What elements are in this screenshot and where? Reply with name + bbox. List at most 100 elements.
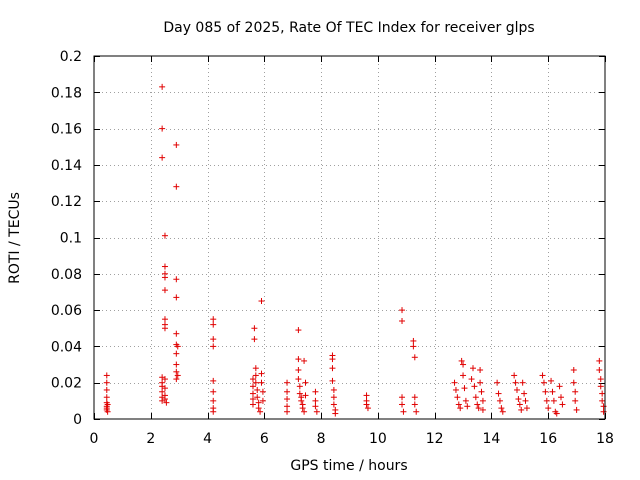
data-point (479, 397, 486, 404)
x-tick-label: 0 (90, 431, 99, 447)
x-tick-label: 18 (596, 431, 614, 447)
data-point (457, 405, 464, 412)
data-point (295, 376, 302, 383)
data-point (399, 394, 406, 401)
data-point (257, 408, 264, 415)
y-tick-label: 0.1 (60, 231, 82, 247)
data-point (252, 372, 259, 379)
data-point (399, 317, 406, 324)
data-point (411, 354, 418, 361)
data-point (475, 405, 482, 412)
data-point (159, 388, 166, 395)
data-point (161, 316, 168, 323)
data-point (313, 408, 320, 415)
data-point (548, 377, 555, 384)
data-point (255, 405, 262, 412)
data-point (161, 376, 168, 383)
y-tick-label: 0 (73, 412, 82, 428)
data-point (255, 399, 262, 406)
data-point (332, 410, 339, 417)
data-point (363, 401, 370, 408)
data-point (477, 366, 484, 373)
data-point (516, 401, 523, 408)
x-tick-label: 10 (369, 431, 387, 447)
data-point (596, 357, 603, 364)
data-point (464, 403, 471, 410)
data-point (258, 298, 265, 305)
data-point (330, 386, 337, 393)
grid-layer (94, 56, 605, 419)
data-point (515, 396, 522, 403)
data-point (103, 386, 110, 393)
x-tick-label: 4 (203, 431, 212, 447)
data-point (161, 232, 168, 239)
data-point (413, 408, 420, 415)
x-tick-label: 14 (483, 431, 501, 447)
data-point (252, 365, 259, 372)
data-point (210, 377, 217, 384)
data-point (284, 403, 291, 410)
data-point (522, 397, 529, 404)
data-point (259, 388, 266, 395)
data-point (495, 390, 502, 397)
y-tick-label: 0.2 (60, 49, 82, 65)
data-point (461, 385, 468, 392)
data-point (600, 408, 607, 415)
data-point (161, 274, 168, 281)
data-point (523, 405, 530, 412)
data-point (174, 343, 181, 350)
data-point (474, 401, 481, 408)
data-point (496, 397, 503, 404)
data-point (411, 401, 418, 408)
data-point (173, 361, 180, 368)
x-tick-labels: 0 2 4 6 8 10 12 14 16 18 (90, 431, 614, 447)
data-point (572, 397, 579, 404)
data-point (284, 379, 291, 386)
data-points (103, 83, 607, 417)
data-point (295, 356, 302, 363)
data-point (252, 379, 259, 386)
y-tick-label: 0.06 (51, 303, 82, 319)
y-tick-label: 0.18 (51, 85, 82, 101)
data-point (159, 83, 166, 90)
data-point (299, 405, 306, 412)
data-point (163, 399, 170, 406)
data-point (400, 408, 407, 415)
data-point (104, 401, 111, 408)
data-point (545, 405, 552, 412)
y-tick-label: 0.16 (51, 122, 82, 138)
data-point (161, 396, 168, 403)
data-point (329, 356, 336, 363)
data-point (161, 287, 168, 294)
y-tick-label: 0.14 (51, 158, 82, 174)
data-point (329, 365, 336, 372)
data-point (570, 366, 577, 373)
data-point (210, 388, 217, 395)
data-point (512, 379, 519, 386)
data-point (471, 383, 478, 390)
y-axis-label: ROTI / TECUs (7, 192, 23, 284)
data-point (173, 294, 180, 301)
data-point (254, 394, 261, 401)
data-point (249, 383, 256, 390)
data-point (298, 397, 305, 404)
data-point (251, 325, 258, 332)
data-point (469, 365, 476, 372)
data-point (301, 357, 308, 364)
data-point (499, 408, 506, 415)
data-point (296, 390, 303, 397)
data-point (472, 394, 479, 401)
x-axis-label: GPS time / hours (290, 458, 407, 474)
data-point (103, 372, 110, 379)
data-point (173, 376, 180, 383)
y-tick-label: 0.08 (51, 267, 82, 283)
data-point (284, 396, 291, 403)
data-point (513, 386, 520, 393)
data-point (451, 379, 458, 386)
data-point (597, 383, 604, 390)
data-point (556, 383, 563, 390)
data-point (173, 183, 180, 190)
data-point (597, 376, 604, 383)
